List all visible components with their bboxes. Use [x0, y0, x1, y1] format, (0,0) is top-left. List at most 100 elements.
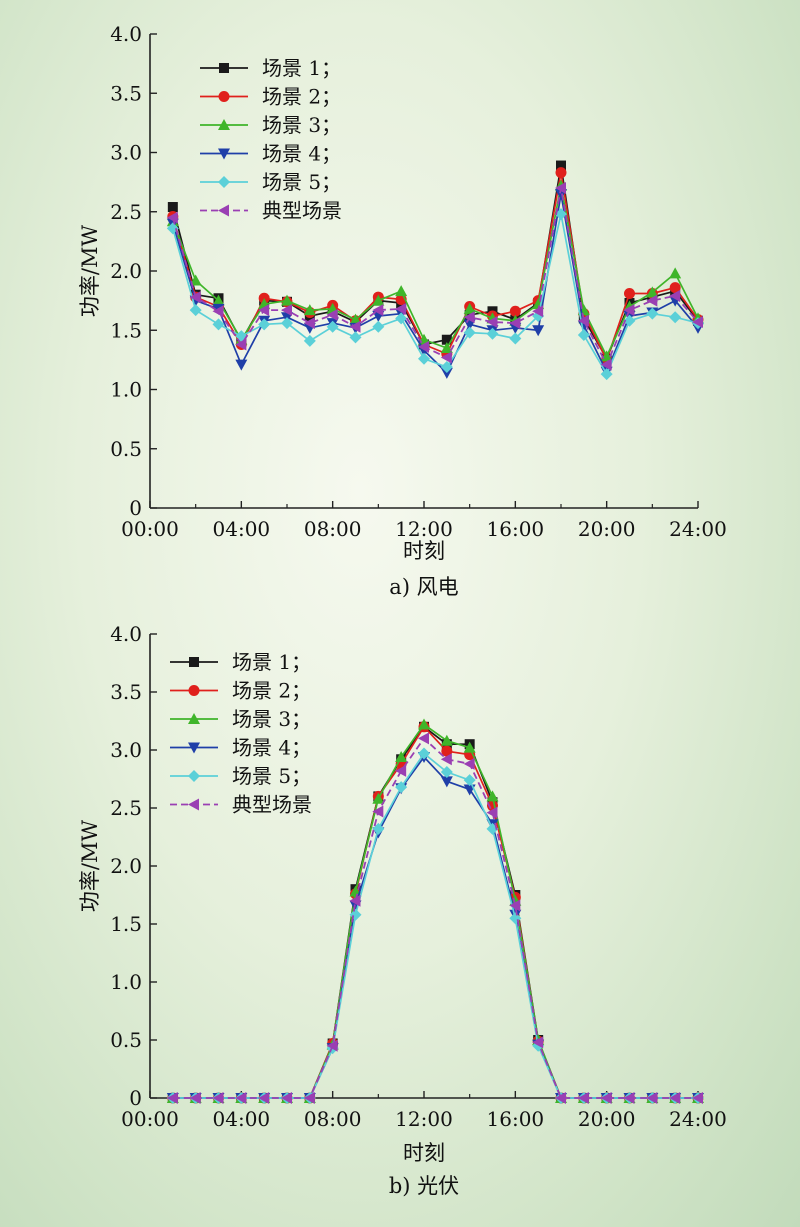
data-point [600, 1092, 612, 1104]
data-point [463, 774, 476, 787]
data-point [440, 367, 453, 379]
data-point [212, 305, 224, 318]
data-point [235, 359, 248, 371]
legend: 场景 1； 场景 2； 场景 3； 场景 4； 场景 5； 典型场景 [200, 56, 342, 223]
data-point [600, 368, 613, 381]
data-point [326, 320, 339, 333]
data-point [532, 1036, 544, 1049]
data-point [440, 776, 453, 788]
data-point [189, 304, 202, 317]
data-point [669, 282, 681, 294]
legend-marker [188, 770, 200, 782]
data-point [303, 1092, 315, 1104]
chart-caption: a) 风电 [389, 575, 458, 599]
y-tick-label: 2.5 [110, 200, 142, 224]
series-6 [166, 182, 703, 371]
data-point [418, 352, 430, 365]
y-tick-label: 3.5 [110, 680, 142, 704]
legend-label: 场景 3； [262, 113, 341, 137]
data-point [258, 318, 271, 331]
data-point [418, 718, 430, 730]
chart-caption: b) 光伏 [389, 1174, 459, 1198]
data-point [303, 304, 316, 316]
data-point [167, 202, 178, 213]
y-tick-label: 0.5 [110, 1028, 142, 1052]
y-axis-title: 功率/MW [78, 225, 102, 318]
data-point [646, 307, 659, 320]
data-point [555, 1092, 566, 1104]
data-point [646, 294, 658, 307]
x-axis-title: 时刻 [403, 1141, 445, 1165]
y-tick-label: 1.0 [110, 378, 142, 402]
data-point [669, 289, 681, 302]
data-point [235, 1092, 247, 1104]
y-tick-label: 3.0 [110, 141, 142, 165]
data-point [281, 304, 292, 317]
data-point [258, 304, 270, 317]
data-point [349, 894, 361, 907]
y-tick-label: 4.0 [110, 622, 142, 646]
x-tick-label: 24:00 [669, 1107, 727, 1131]
legend-label: 场景 3； [232, 707, 311, 731]
legend-marker [188, 742, 200, 754]
data-point [212, 294, 225, 306]
data-point [281, 1092, 292, 1104]
data-point [509, 305, 521, 317]
legend-marker [218, 148, 230, 160]
y-tick-label: 1.5 [110, 318, 142, 342]
x-tick-label: 04:00 [213, 1107, 271, 1131]
x-tick-label: 20:00 [578, 517, 636, 541]
legend-marker [219, 63, 229, 73]
data-point [486, 806, 498, 819]
data-point [372, 805, 384, 818]
y-tick-label: 0 [129, 496, 142, 520]
data-point [623, 304, 635, 317]
data-point [303, 317, 315, 330]
data-point [166, 1092, 178, 1104]
y-tick-label: 3.0 [110, 738, 142, 762]
legend-label: 典型场景 [262, 199, 342, 223]
data-point [235, 338, 247, 351]
data-point [303, 334, 316, 347]
data-point [669, 1092, 681, 1104]
data-point [509, 317, 521, 330]
x-tick-label: 16:00 [487, 1107, 545, 1131]
data-point [372, 320, 385, 333]
legend-label: 场景 1； [232, 650, 311, 674]
data-point [372, 304, 384, 317]
data-point [258, 1092, 270, 1104]
data-point [556, 160, 566, 171]
y-tick-label: 1.0 [110, 970, 142, 994]
legend-marker [188, 713, 200, 724]
legend-marker [188, 798, 199, 811]
data-point [440, 342, 453, 354]
x-tick-label: 08:00 [304, 517, 362, 541]
data-point [623, 1092, 635, 1104]
data-point [349, 331, 362, 344]
data-point [486, 315, 498, 328]
series-6 [166, 732, 703, 1104]
data-point [623, 314, 636, 327]
data-point [326, 308, 338, 321]
data-point [395, 312, 408, 325]
data-point [440, 734, 453, 746]
series-5 [166, 208, 704, 381]
data-point [669, 267, 682, 279]
y-tick-label: 2.0 [110, 259, 142, 283]
series-4 [166, 188, 704, 379]
data-point [509, 899, 521, 912]
data-point [189, 274, 202, 286]
x-axis-title: 时刻 [403, 539, 445, 563]
data-point [441, 334, 452, 345]
legend-label: 场景 4； [262, 142, 341, 166]
y-tick-label: 1.5 [110, 912, 142, 936]
wind-power-chart: 0 0.5 1.0 1.5 2.0 2.5 3.0 3.5 4.0 00:00 04:00 08:00… [78, 22, 727, 599]
data-point [577, 314, 589, 327]
x-tick-label: 12:00 [395, 1107, 453, 1131]
x-tick-label: 00:00 [121, 1107, 179, 1131]
legend-label: 典型场景 [232, 793, 312, 817]
data-point [395, 302, 407, 315]
legend-label: 场景 5； [232, 764, 311, 788]
y-tick-label: 0 [129, 1086, 142, 1110]
